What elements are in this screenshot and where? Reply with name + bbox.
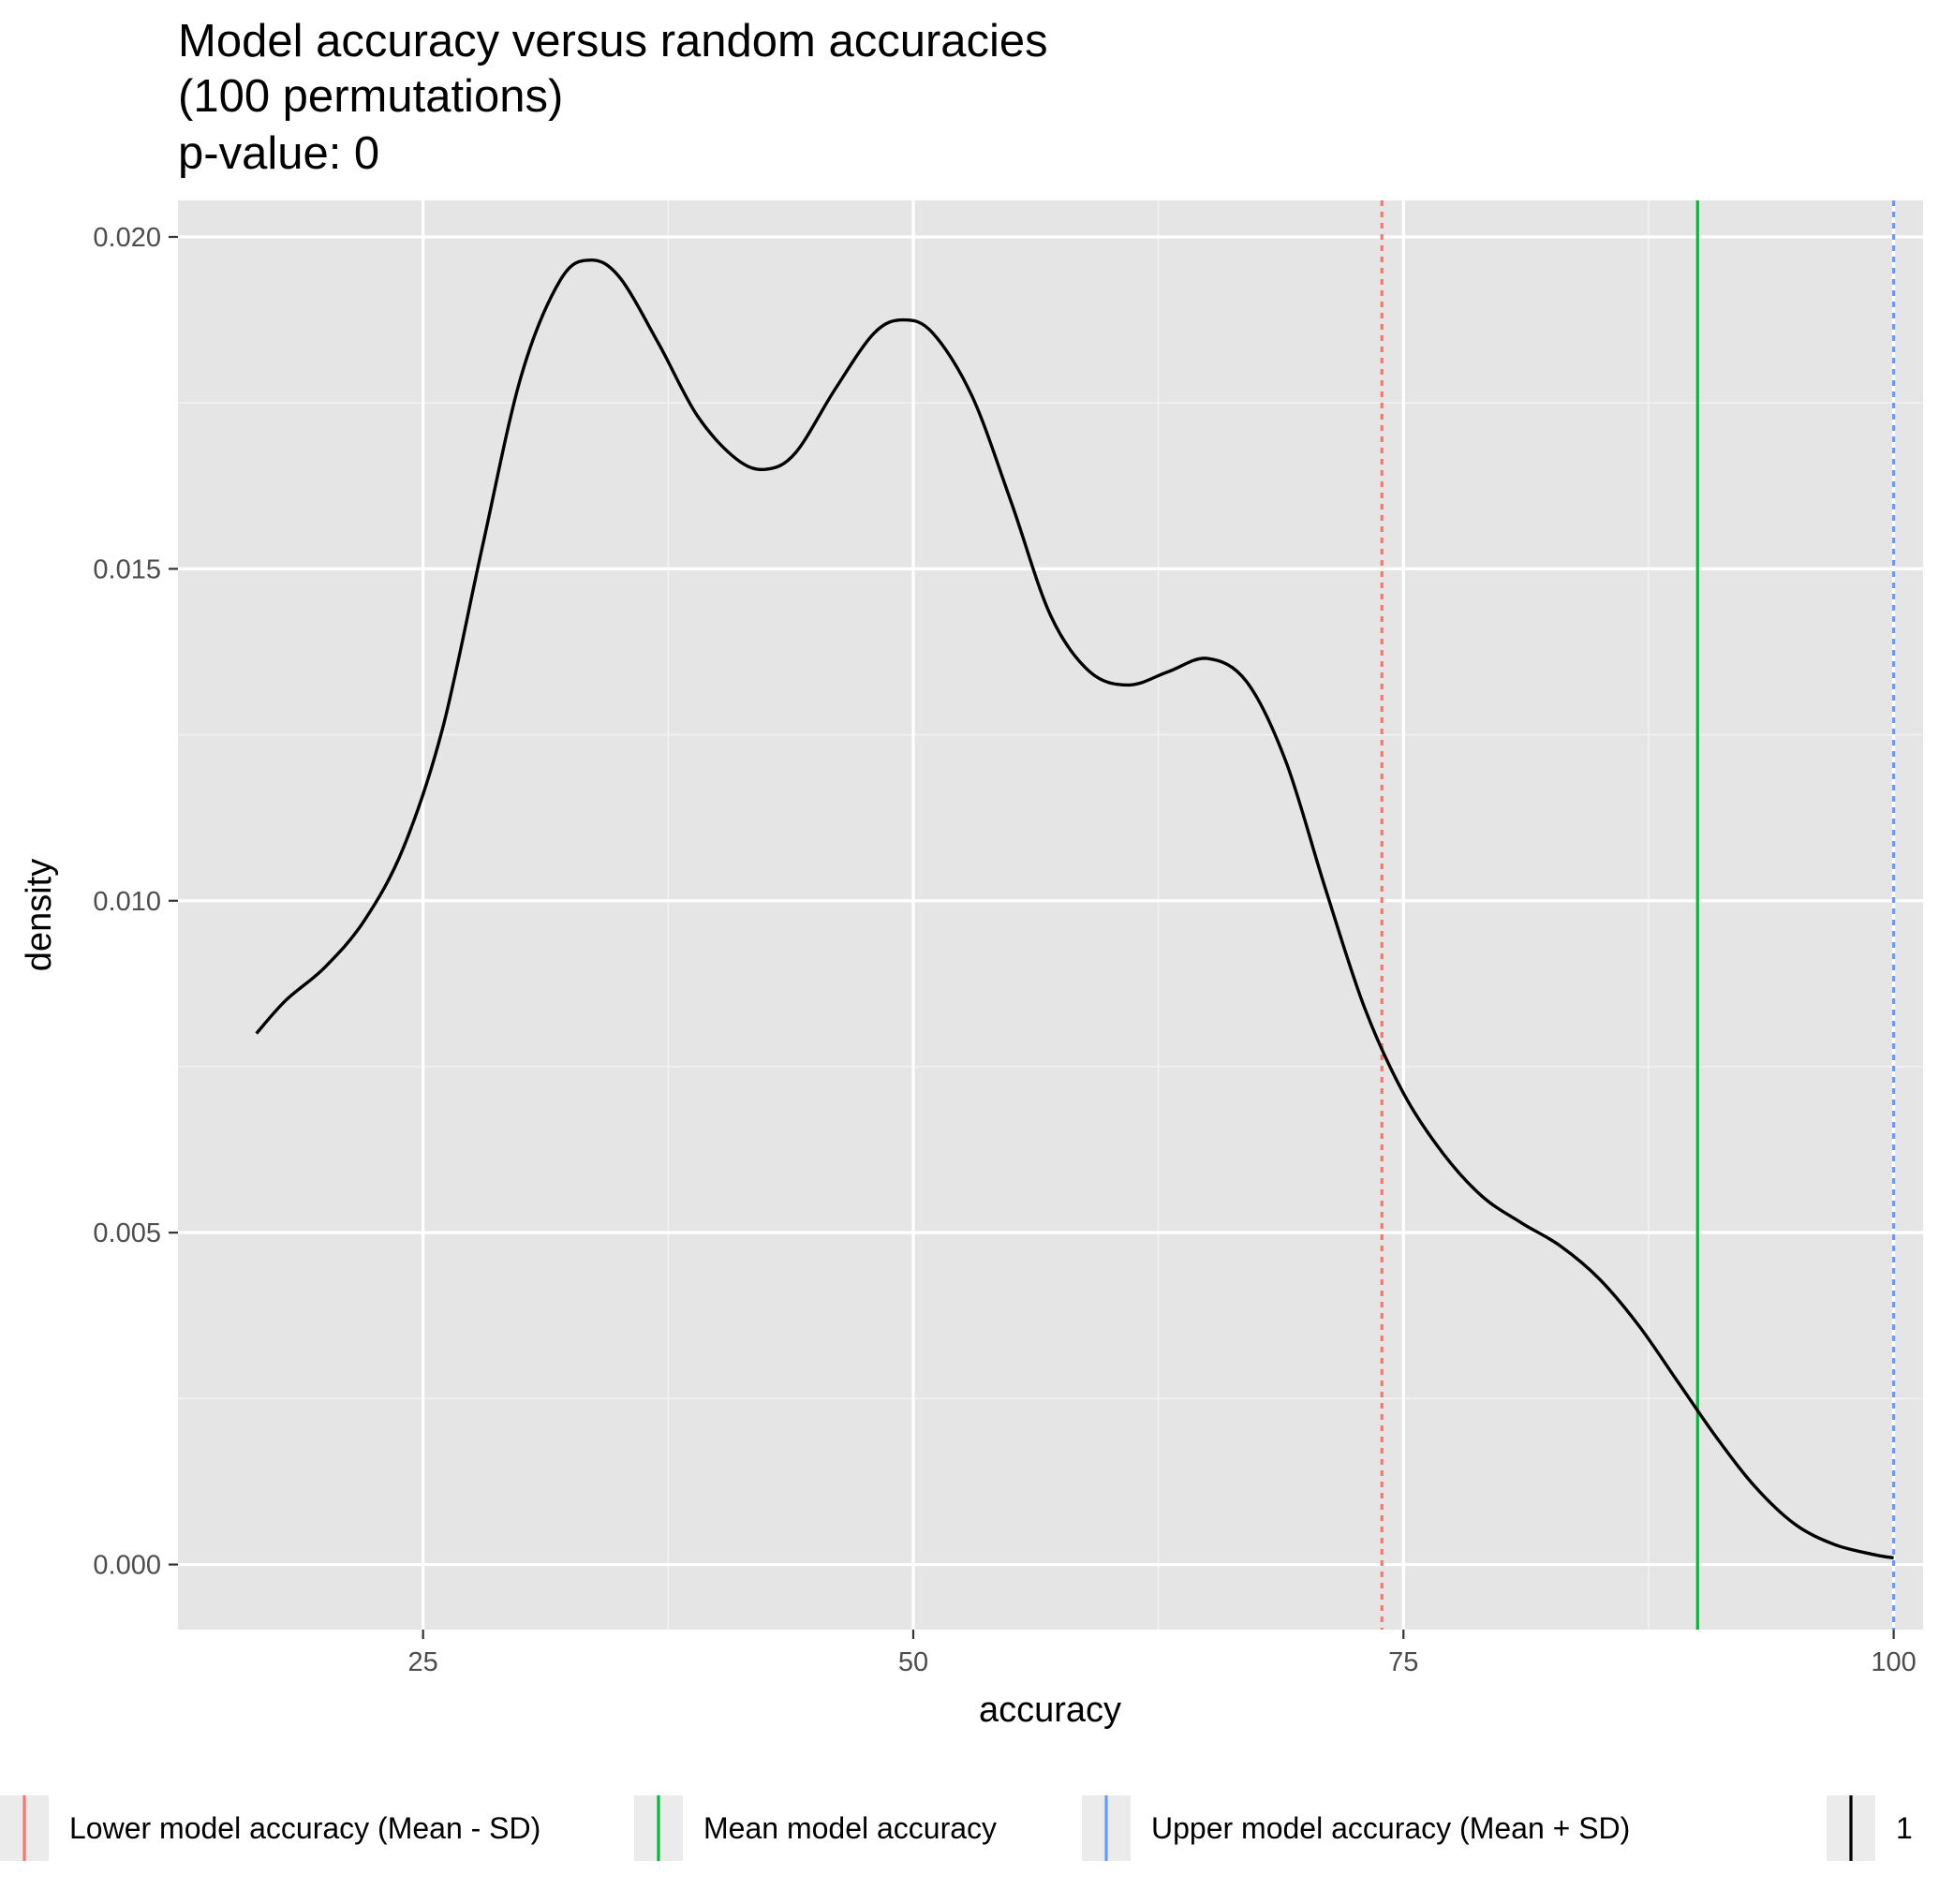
- density-curve: [255, 258, 1894, 1560]
- y-tick-label: 0.005: [93, 1218, 161, 1248]
- x-axis-ticks: 25 50 75 100: [408, 1630, 1917, 1677]
- chart-title-line-2: (100 permutations): [178, 71, 563, 122]
- plot-panel: [178, 200, 1923, 1630]
- y-tick-label: 0.015: [93, 554, 161, 584]
- chart-title-line-1: Model accuracy versus random accuracies: [178, 16, 1048, 66]
- y-axis-title: density: [20, 859, 59, 971]
- legend-label: 1: [1896, 1811, 1913, 1845]
- reference-lines: [1380, 200, 1896, 1630]
- y-axis-ticks: 0.000 0.005 0.010 0.015 0.020: [93, 223, 178, 1581]
- legend-item-1: Lower model accuracy (Mean - SD): [0, 1795, 540, 1861]
- y-tick-label: 0.000: [93, 1551, 161, 1581]
- x-tick-label: 25: [408, 1647, 438, 1677]
- density-curve-layer: [255, 258, 1894, 1560]
- x-tick-label: 100: [1871, 1647, 1916, 1677]
- legend-item-3: Upper model accuracy (Mean + SD): [1082, 1795, 1630, 1861]
- chart-title: Model accuracy versus random accuracies …: [178, 16, 1048, 179]
- y-tick-label: 0.010: [93, 887, 161, 917]
- x-tick-label: 75: [1388, 1647, 1418, 1677]
- legend-item-2: Mean model accuracy: [634, 1795, 997, 1861]
- legend-label: Mean model accuracy: [703, 1811, 997, 1845]
- minor-gridlines: [178, 200, 1923, 1630]
- legend: Lower model accuracy (Mean - SD) Mean mod…: [0, 1795, 1913, 1861]
- x-axis-title: accuracy: [979, 1690, 1121, 1730]
- x-tick-label: 50: [898, 1647, 928, 1677]
- chart-title-line-3: p-value: 0: [178, 128, 379, 179]
- legend-label: Upper model accuracy (Mean + SD): [1151, 1811, 1630, 1845]
- legend-item-4: 1: [1827, 1795, 1913, 1861]
- y-tick-label: 0.020: [93, 223, 161, 253]
- legend-label: Lower model accuracy (Mean - SD): [69, 1811, 540, 1845]
